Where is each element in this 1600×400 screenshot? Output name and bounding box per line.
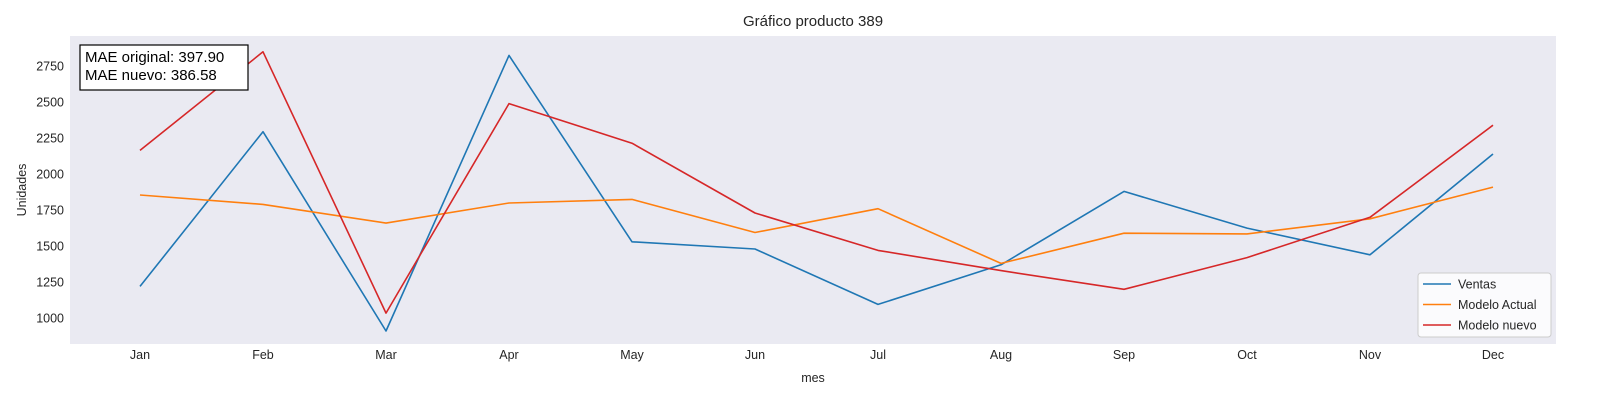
y-axis-label: Unidades	[15, 164, 29, 217]
mae-original-text: MAE original: 397.90	[85, 49, 224, 66]
legend: Ventas Modelo Actual Modelo nuevo	[1417, 272, 1552, 338]
y-tick-label: 2000	[36, 168, 64, 182]
y-tick-label: 2250	[36, 132, 64, 146]
series-line-modelo-nuevo	[139, 50, 1494, 314]
legend-label: Ventas	[1458, 278, 1496, 292]
x-tick-label: Oct	[1237, 348, 1257, 362]
series-line-ventas	[139, 54, 1494, 332]
x-tick-label: Aug	[990, 348, 1012, 362]
y-tick-label: 1750	[36, 204, 64, 218]
y-tick-label: 1250	[36, 276, 64, 290]
mae-nuevo-text: MAE nuevo: 386.58	[85, 67, 217, 84]
y-tick-label: 1000	[36, 312, 64, 326]
legend-label: Modelo Actual	[1458, 298, 1537, 312]
x-tick-label: Nov	[1359, 348, 1382, 362]
x-tick-label: Dec	[1482, 348, 1504, 362]
x-tick-label: Jun	[745, 348, 765, 362]
y-tick-label: 1500	[36, 240, 64, 254]
x-tick-label: Mar	[375, 348, 397, 362]
x-tick-label: Apr	[499, 348, 518, 362]
chart-title: Gráfico producto 389	[743, 13, 883, 30]
x-tick-label: May	[620, 348, 644, 362]
legend-label: Modelo nuevo	[1458, 319, 1537, 333]
plot-area-background	[70, 36, 1556, 344]
x-tick-label: Sep	[1113, 348, 1135, 362]
series-line-modelo-actual	[139, 186, 1494, 265]
y-tick-label: 2750	[36, 60, 64, 74]
mae-annotation-box	[79, 44, 249, 91]
x-tick-label: Jul	[870, 348, 886, 362]
mae-annotation: MAE original: 397.90 MAE nuevo: 386.58	[79, 44, 249, 91]
x-tick-label: Jan	[130, 348, 150, 362]
y-tick-label: 2500	[36, 96, 64, 110]
legend-box	[1417, 272, 1552, 338]
x-tick-label: Feb	[252, 348, 274, 362]
x-axis-label: mes	[801, 371, 825, 385]
